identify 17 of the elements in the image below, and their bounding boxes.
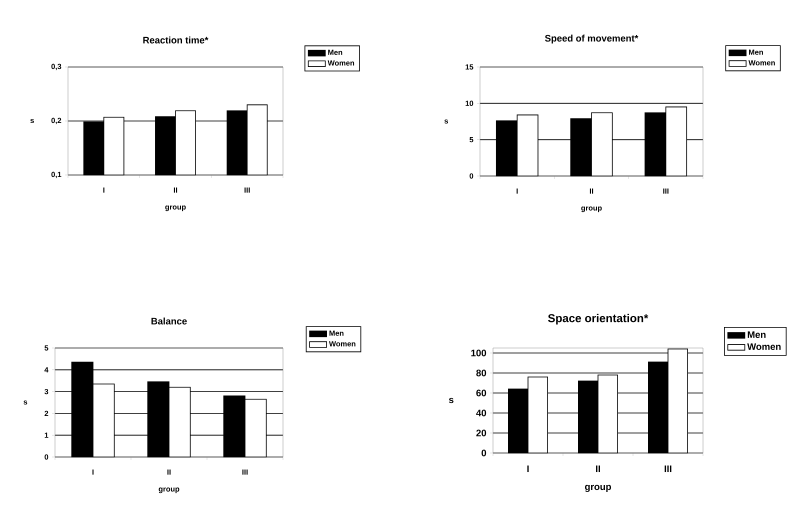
x-tick-label: II <box>596 466 600 472</box>
chart-title: Balance <box>151 318 187 325</box>
y-axis-title: s <box>448 398 454 404</box>
y-tick-label: 100 <box>471 350 486 356</box>
legend-label: Women <box>747 343 781 350</box>
x-axis-title: group <box>584 484 612 492</box>
legend-label: Men <box>748 331 766 338</box>
chart-title: Space orientation* <box>548 314 648 324</box>
y-tick-label: 40 <box>476 410 486 416</box>
y-tick-label: 20 <box>476 430 486 436</box>
x-tick-label: I <box>527 466 529 472</box>
chart-title: Speed of movement* <box>544 34 638 44</box>
y-tick-label: 0 <box>482 450 486 456</box>
chart-title: Reaction time* <box>143 36 208 44</box>
y-tick-label: 60 <box>476 390 486 396</box>
y-tick-label: 80 <box>476 370 486 376</box>
x-tick-label: III <box>664 466 672 472</box>
